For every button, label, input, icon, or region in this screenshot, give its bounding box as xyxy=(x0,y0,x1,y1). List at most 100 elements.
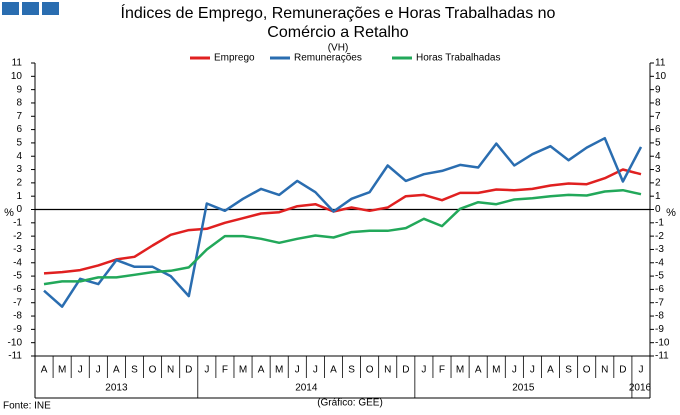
y-tick-label: 5 xyxy=(655,138,661,149)
y-tick-label: -11 xyxy=(8,351,22,362)
year-label: 2016 xyxy=(629,383,652,394)
y-tick-label: -1 xyxy=(655,217,664,228)
y-tick-label: 4 xyxy=(16,151,22,162)
y-tick-label: 3 xyxy=(655,164,661,175)
x-tick-label: O xyxy=(583,365,591,376)
y-tick-label: -4 xyxy=(655,257,664,268)
x-tick-label: D xyxy=(402,365,409,376)
y-tick-label: 7 xyxy=(16,111,22,122)
chart-title: Índices de Emprego, Remunerações e Horas… xyxy=(121,3,556,22)
x-tick-label: J xyxy=(421,365,426,376)
x-tick-label: A xyxy=(330,365,337,376)
x-tick-label: A xyxy=(258,365,265,376)
y-tick-label: 10 xyxy=(655,71,667,82)
x-tick-label: M xyxy=(58,365,66,376)
y-tick-label: -2 xyxy=(655,231,664,242)
y-tick-label: 6 xyxy=(655,124,661,135)
y-tick-label: 7 xyxy=(655,111,661,122)
y-tick-label: 9 xyxy=(16,84,22,95)
y-tick-label: 1 xyxy=(16,191,22,202)
y-tick-label: -4 xyxy=(13,257,22,268)
x-tick-label: N xyxy=(601,365,608,376)
x-tick-label: J xyxy=(204,365,209,376)
x-tick-label: D xyxy=(619,365,626,376)
x-tick-label: J xyxy=(295,365,300,376)
x-tick-label: S xyxy=(565,365,572,376)
credit: (Gráfico: GEE) xyxy=(317,398,383,409)
x-tick-label: A xyxy=(475,365,482,376)
y-tick-label: -10 xyxy=(8,337,23,348)
y-tick-label: -2 xyxy=(13,231,22,242)
y-tick-label: 2 xyxy=(655,178,661,189)
y-tick-label: 2 xyxy=(16,178,22,189)
x-tick-label: J xyxy=(512,365,517,376)
y-tick-label: -7 xyxy=(655,297,664,308)
y-tick-label: 1 xyxy=(655,191,661,202)
x-tick-label: A xyxy=(113,365,120,376)
y-tick-label: -9 xyxy=(655,324,664,335)
y-tick-label: 3 xyxy=(16,164,22,175)
y-tick-label: -6 xyxy=(655,284,664,295)
x-tick-label: F xyxy=(222,365,228,376)
y-tick-label: 8 xyxy=(16,98,22,109)
x-tick-label: S xyxy=(348,365,355,376)
chart-title: Comércio a Retalho xyxy=(267,24,409,41)
y-tick-label: -5 xyxy=(655,271,664,282)
unit-label: % xyxy=(4,207,14,219)
x-tick-label: A xyxy=(41,365,48,376)
year-label: 2014 xyxy=(295,383,318,394)
y-tick-label: -6 xyxy=(13,284,22,295)
x-tick-label: M xyxy=(492,365,500,376)
logo-square xyxy=(2,2,19,15)
logo-square xyxy=(42,2,59,15)
y-tick-label: 0 xyxy=(655,204,661,215)
y-tick-label: -9 xyxy=(13,324,22,335)
y-tick-label: -1 xyxy=(13,217,22,228)
y-tick-label: 9 xyxy=(655,84,661,95)
x-tick-label: F xyxy=(439,365,445,376)
y-tick-label: -8 xyxy=(655,311,664,322)
y-tick-label: 4 xyxy=(655,151,661,162)
legend-label: Horas Trabalhadas xyxy=(416,53,501,64)
x-tick-label: M xyxy=(275,365,283,376)
y-tick-label: 8 xyxy=(655,98,661,109)
y-tick-label: -11 xyxy=(655,351,669,362)
y-tick-label: 5 xyxy=(16,138,22,149)
series-line xyxy=(43,136,643,308)
y-tick-label: -8 xyxy=(13,311,22,322)
y-tick-label: -7 xyxy=(13,297,22,308)
x-tick-label: J xyxy=(78,365,83,376)
x-tick-label: J xyxy=(96,365,101,376)
y-tick-label: -3 xyxy=(655,244,664,255)
series-line xyxy=(43,188,642,286)
x-tick-label: O xyxy=(366,365,374,376)
x-tick-label: O xyxy=(149,365,157,376)
x-tick-label: J xyxy=(530,365,535,376)
y-tick-label: -3 xyxy=(13,244,22,255)
source: Fonte: INE xyxy=(3,401,51,412)
legend-label: Emprego xyxy=(214,53,255,64)
y-tick-label: 6 xyxy=(16,124,22,135)
x-tick-label: J xyxy=(313,365,318,376)
y-tick-label: -10 xyxy=(655,337,670,348)
x-tick-label: M xyxy=(456,365,464,376)
legend-label: Remunerações xyxy=(294,53,362,64)
x-tick-label: J xyxy=(638,365,643,376)
y-tick-label: 11 xyxy=(655,58,666,69)
y-tick-label: 0 xyxy=(16,204,22,215)
x-tick-label: N xyxy=(384,365,391,376)
subtitle: (VH) xyxy=(328,43,349,54)
y-tick-label: 10 xyxy=(11,71,23,82)
x-tick-label: M xyxy=(239,365,247,376)
y-tick-label: -5 xyxy=(13,271,22,282)
unit-label: % xyxy=(666,207,676,219)
series-line xyxy=(43,168,642,275)
y-tick-label: 11 xyxy=(12,58,23,69)
logo-square xyxy=(22,2,39,15)
year-label: 2015 xyxy=(512,383,535,394)
x-tick-label: S xyxy=(131,365,138,376)
x-tick-label: N xyxy=(167,365,174,376)
x-tick-label: A xyxy=(547,365,554,376)
x-tick-label: D xyxy=(185,365,192,376)
